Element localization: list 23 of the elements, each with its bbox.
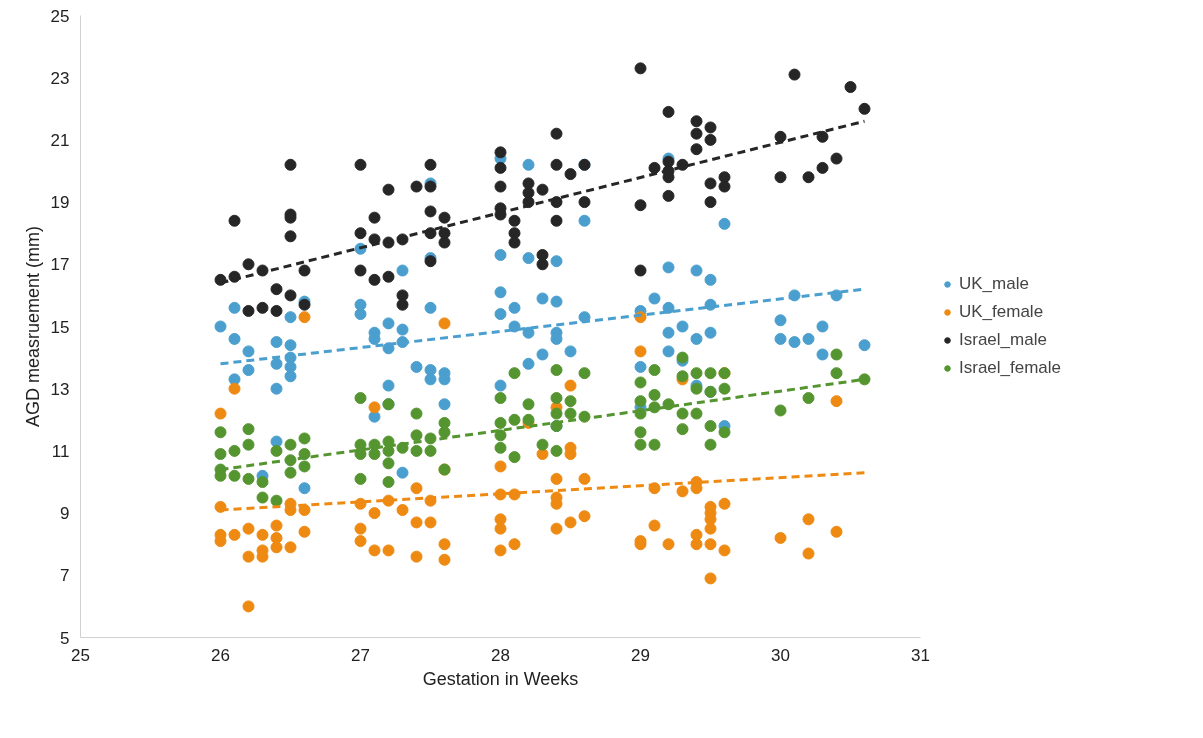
y-tick-label: 13 <box>50 379 70 399</box>
y-axis-title: AGD measruement (mm) <box>22 225 43 428</box>
x-tick-label: 29 <box>631 645 650 665</box>
y-tick-label: 19 <box>50 193 70 213</box>
y-tick-label: 17 <box>50 255 70 275</box>
x-tick-label: 30 <box>771 645 790 665</box>
y-tick-label: 7 <box>60 566 70 586</box>
x-tick-label: 26 <box>211 645 230 665</box>
x-tick-label: 31 <box>911 645 930 665</box>
legend-label: Israel_female <box>959 358 1062 378</box>
legend-label: UK_female <box>959 302 1044 322</box>
y-tick-label: 5 <box>60 628 70 648</box>
legend-label: UK_male <box>959 274 1029 294</box>
y-tick-label: 15 <box>50 317 70 337</box>
y-tick-label: 9 <box>60 504 70 524</box>
y-tick-label: 21 <box>50 130 70 150</box>
x-tick-label: 27 <box>351 645 370 665</box>
y-tick-label: 11 <box>51 441 70 461</box>
y-tick-label: 23 <box>50 68 70 88</box>
y-tick-label: 25 <box>50 6 70 26</box>
x-tick-label: 28 <box>491 645 510 665</box>
x-axis-title: Gestation in Weeks <box>422 668 579 689</box>
legend-label: Israel_male <box>959 330 1047 350</box>
